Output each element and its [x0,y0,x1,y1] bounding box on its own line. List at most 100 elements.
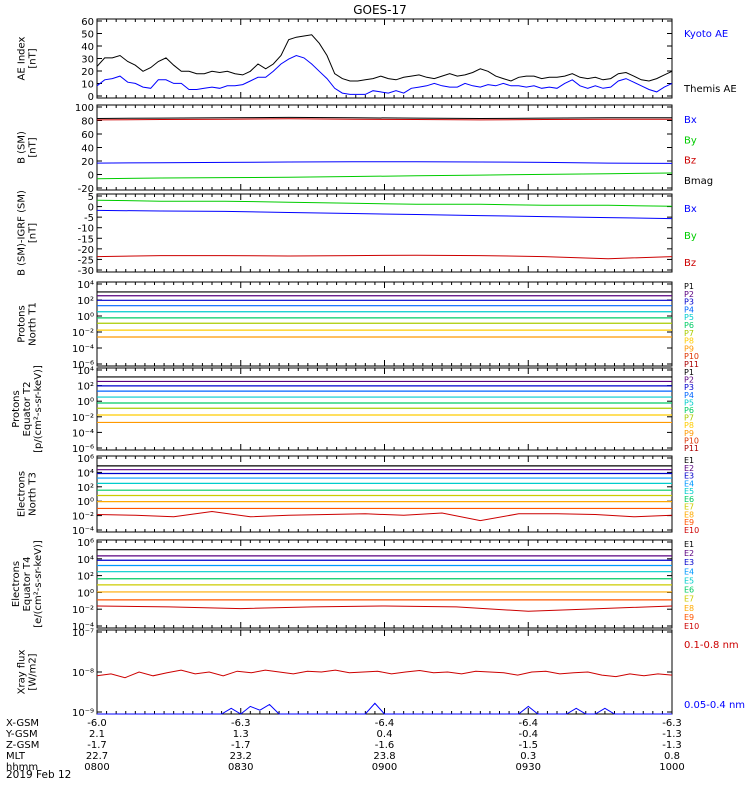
legend-entry: P10 [684,352,699,361]
legend-entry: E9 [684,518,694,527]
legend-entry: E3 [684,472,694,481]
legend-entry: P1 [684,368,694,377]
x-axis-row-label: X-GSM [6,718,39,729]
legend-entry: P5 [684,398,694,407]
date-label: 2019 Feb 12 [6,769,71,781]
y-axis-label: Xray flux [17,650,28,695]
legend-entry: P1 [684,282,694,291]
legend-entry: E5 [684,576,694,585]
y-axis-label: Equator T2 [22,382,33,437]
legend-entry: E10 [684,622,699,631]
legend-entry: Bx [684,204,697,215]
legend-entry: P3 [684,383,694,392]
y-tick-label: 10⁰ [77,397,94,408]
legend-entry: By [684,231,697,242]
y-axis-label: [nT] [28,48,39,68]
x-axis-value: -1.6 [375,740,395,751]
y-tick-label: 10² [77,382,94,393]
y-tick-label: 10 [81,80,94,91]
y-tick-label: 10⁻⁷ [72,628,94,639]
legend-entry: P3 [684,298,694,307]
y-tick-label: 10⁻⁶ [72,444,94,455]
y-axis-label: North T3 [28,472,39,516]
series-line [96,116,672,120]
y-tick-label: 10² [77,483,94,494]
legend-entry: P7 [684,414,694,423]
legend-entry: Bz [684,156,696,167]
x-axis-value: -6.3 [231,718,251,729]
x-axis-value: -0.4 [518,729,538,740]
x-axis-value: -1.5 [518,740,538,751]
series-line [96,605,673,612]
panel-electrons_t4: 10⁶ 10⁴ 10² 10⁰ 10⁻² 10⁻⁴ Electrons Equator T4[… [11,538,699,633]
legend-entry: P2 [684,376,694,385]
y-tick-label: 40 [81,144,94,155]
x-axis-table: X-GSMY-GSMZ-GSMMLThhmm-6.02.1-1.722.7080… [5,718,685,773]
y-tick-label: 10⁻⁹ [72,708,94,719]
legend-entry: P6 [684,321,694,330]
y-tick-label: -20 [78,184,94,195]
panel-frame [96,18,673,99]
legend-entry: E8 [684,604,694,613]
legend-entry: E3 [684,558,694,567]
series-line [96,118,672,121]
y-tick-label: 10⁴ [77,366,94,377]
panel-frame [96,455,673,533]
y-tick-label: 10⁶ [77,538,94,549]
y-tick-label: 20 [81,157,94,168]
y-tick-label: 0 [88,92,94,103]
legend-entry: P4 [684,305,694,314]
y-tick-label: 10⁻⁴ [72,428,94,439]
y-tick-label: 20 [81,67,94,78]
series-line [96,161,673,164]
y-axis-label: [nT] [28,137,39,157]
series-line [96,34,673,82]
y-tick-label: 10² [77,572,94,583]
series-line [96,669,673,679]
panel-frame [96,539,673,629]
panel-protons_t2: 10⁴ 10² 10⁰ 10⁻² 10⁻⁴ 10⁻⁶ Protons Equator T2 [p… [11,365,699,455]
y-tick-label: 0 [88,203,94,214]
y-tick-label: 60 [81,17,94,28]
y-tick-label: 10⁶ [77,454,94,465]
legend-entry: P8 [684,421,694,430]
y-tick-label: -10 [78,224,94,235]
y-tick-label: 10⁴ [77,468,94,479]
x-axis-value: -1.7 [231,740,251,751]
legend-entry: 0.05-0.4 nm [684,700,745,711]
x-axis-value: -1.3 [662,729,682,740]
y-tick-label: 5 [88,192,94,203]
legend-entry: E7 [684,595,694,604]
y-axis-label: Protons [17,305,28,342]
legend-entry: E2 [684,464,694,473]
y-axis-label: [W/m2] [28,653,39,690]
x-axis-value: 0.8 [664,751,680,762]
y-tick-label: -30 [78,266,94,277]
x-axis-value: 23.8 [373,751,395,762]
x-axis-value: 22.7 [86,751,108,762]
y-tick-label: 10⁰ [77,312,94,323]
x-axis-row-label: Z-GSM [6,740,39,751]
y-tick-label: 10⁻⁶ [72,360,94,371]
panel-frame [96,367,673,451]
x-axis-value: 23.2 [230,751,252,762]
y-tick-label: 10⁴ [77,280,94,291]
legend-entry: P9 [684,429,694,438]
legend-entry: By [684,135,697,146]
x-axis-value: 0.4 [377,729,393,740]
series-line [96,510,673,522]
x-axis-value: 0.3 [520,751,536,762]
legend-entry: P4 [684,391,694,400]
x-axis-value: -6.0 [87,718,107,729]
legend-entry: E2 [684,549,694,558]
series-line [96,209,673,220]
x-axis-value: -6.4 [375,718,395,729]
legend-entry: Bx [684,115,697,126]
legend-entry: Bmag [684,176,713,187]
y-tick-label: 10⁻² [72,328,94,339]
legend-entry: E8 [684,510,694,519]
series-line [97,702,672,715]
